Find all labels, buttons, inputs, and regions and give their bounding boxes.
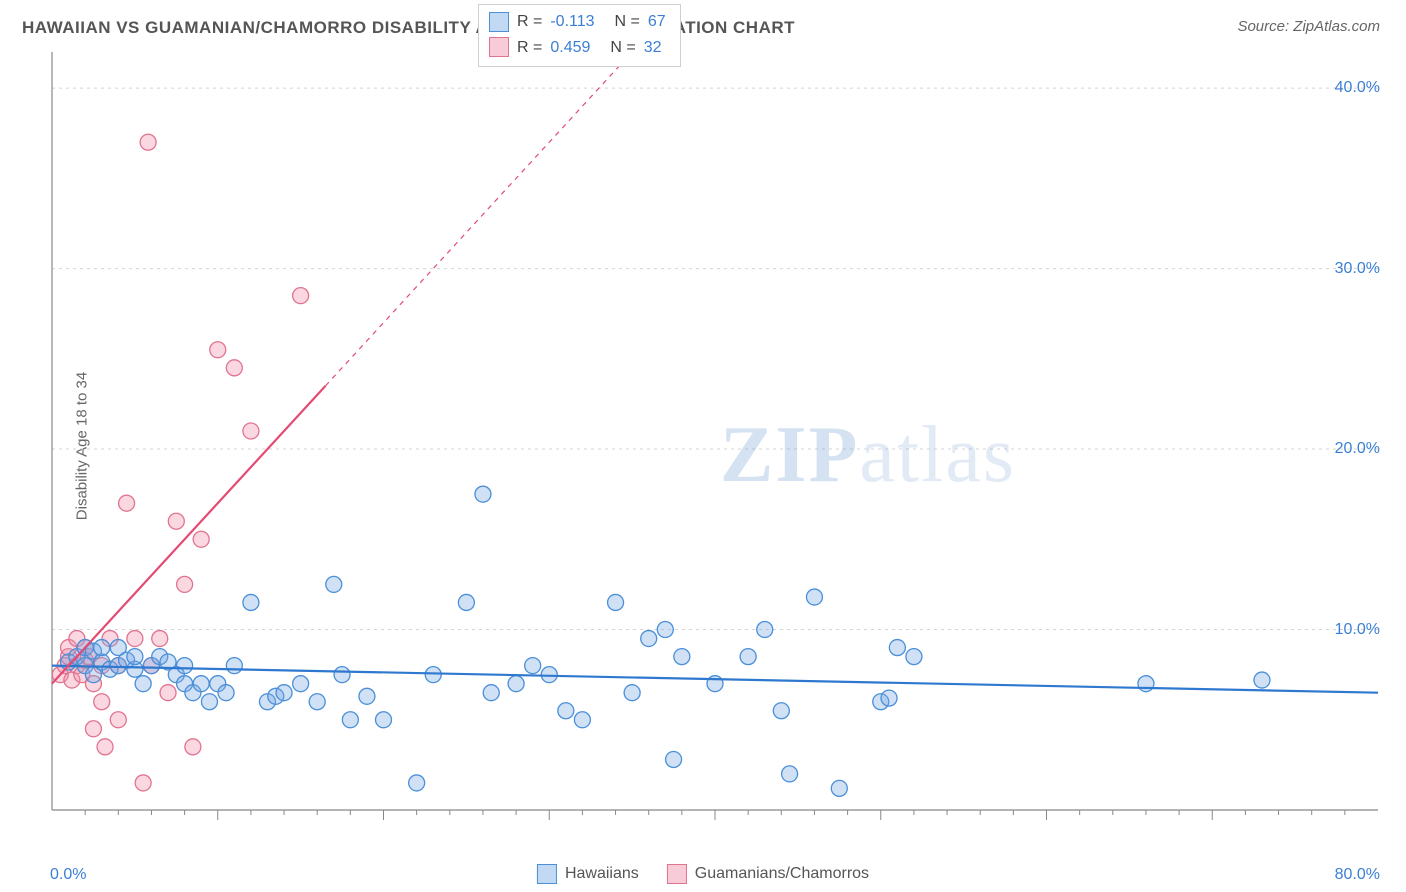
r-label: R = [517,35,542,61]
r-label: R = [517,9,542,35]
legend-swatch [537,864,557,884]
scatter-plot [50,50,1380,840]
series-swatch [489,37,509,57]
n-value: 67 [648,9,666,35]
stats-row: R = -0.113 N = 67 [489,9,666,35]
series-swatch [489,12,509,32]
n-label: N = [615,9,640,35]
r-value: -0.113 [550,9,594,35]
source-attribution: Source: ZipAtlas.com [1237,18,1380,35]
series-legend: Hawaiians Guamanians/Chamorros [537,864,869,884]
x-axis-max-label: 80.0% [1335,866,1380,884]
x-axis-origin-label: 0.0% [50,866,86,884]
n-value: 32 [644,35,662,61]
stats-row: R = 0.459 N = 32 [489,35,666,61]
y-tick-label: 10.0% [1335,621,1380,639]
n-label: N = [610,35,635,61]
legend-label: Hawaiians [565,865,639,883]
y-tick-label: 30.0% [1335,260,1380,278]
correlation-stats-box: R =-0.113N =67R =0.459N =32 [478,4,681,67]
y-tick-label: 20.0% [1335,440,1380,458]
r-value: 0.459 [550,35,590,61]
legend-item: Guamanians/Chamorros [667,864,869,884]
legend-label: Guamanians/Chamorros [695,865,869,883]
legend-item: Hawaiians [537,864,639,884]
legend-swatch [667,864,687,884]
y-tick-label: 40.0% [1335,79,1380,97]
